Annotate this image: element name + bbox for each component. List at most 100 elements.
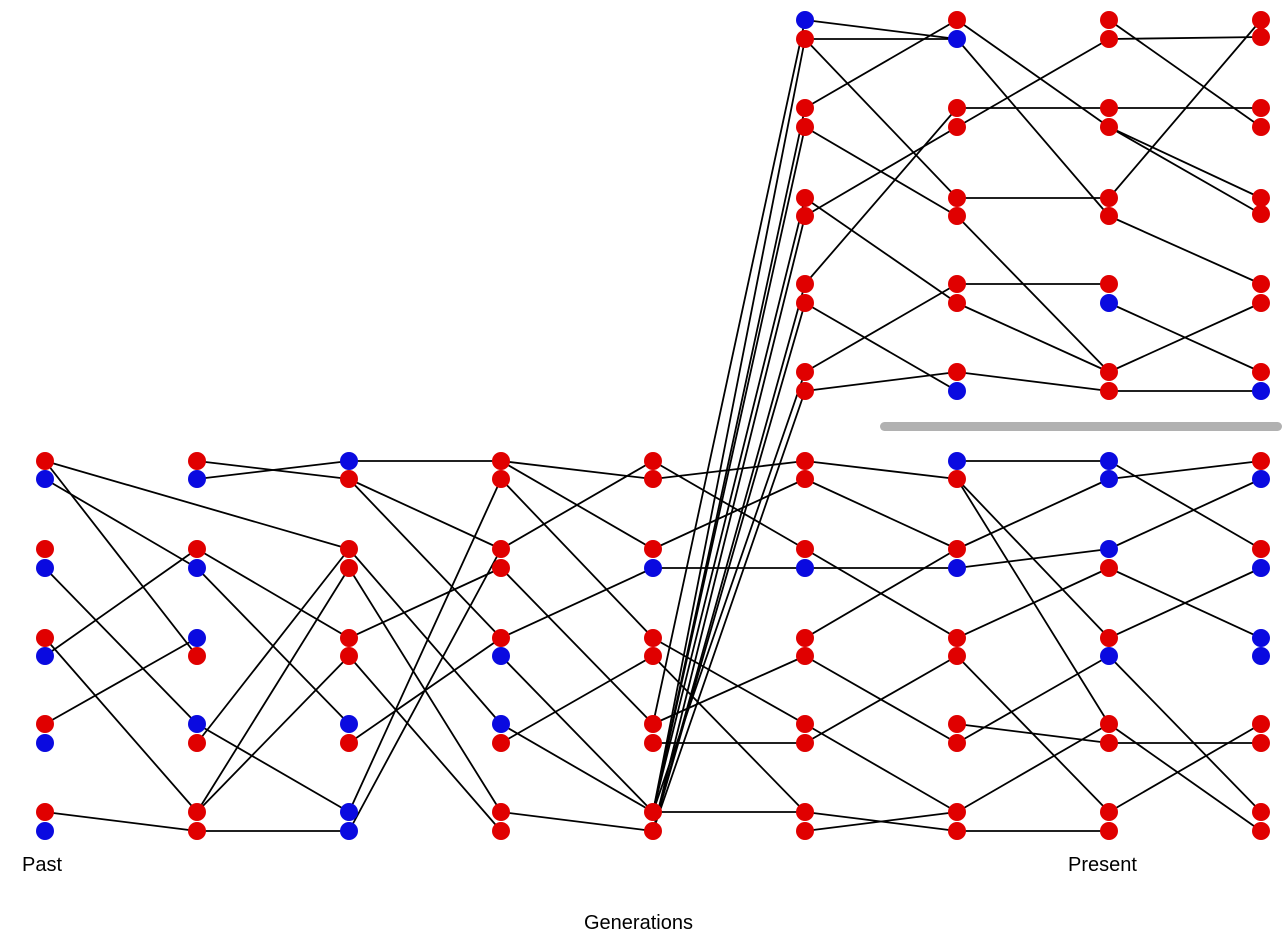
lineage-edge bbox=[196, 460, 350, 480]
lineage-edge bbox=[956, 655, 1110, 744]
individual-node-red bbox=[1252, 99, 1270, 117]
lineage-edge bbox=[652, 197, 806, 813]
individual-node-blue bbox=[188, 559, 206, 577]
individual-node-red bbox=[948, 647, 966, 665]
individual-node-red bbox=[340, 647, 358, 665]
lineage-edge bbox=[44, 567, 198, 725]
individual-node-red bbox=[492, 734, 510, 752]
lineage-edge bbox=[804, 478, 958, 550]
individual-node-red bbox=[1100, 822, 1118, 840]
individual-node-red bbox=[1100, 629, 1118, 647]
lineage-edge bbox=[348, 478, 502, 550]
lineage-edge bbox=[1108, 655, 1262, 813]
lineage-edge bbox=[196, 548, 350, 744]
individual-node-red bbox=[948, 99, 966, 117]
individual-node-blue bbox=[36, 647, 54, 665]
individual-node-red bbox=[1100, 275, 1118, 293]
individual-node-red bbox=[492, 629, 510, 647]
individual-node-red bbox=[948, 629, 966, 647]
lineage-edge bbox=[956, 723, 1110, 744]
individual-node-red bbox=[796, 629, 814, 647]
lineage-edge bbox=[1108, 478, 1262, 550]
individual-node-blue bbox=[1100, 647, 1118, 665]
lineage-edge bbox=[1108, 36, 1262, 40]
individual-node-blue bbox=[1100, 470, 1118, 488]
individual-node-red bbox=[948, 11, 966, 29]
individual-node-blue bbox=[948, 559, 966, 577]
individual-node-blue bbox=[796, 11, 814, 29]
individual-node-red bbox=[1100, 207, 1118, 225]
individual-node-red bbox=[188, 540, 206, 558]
individual-node-red bbox=[1100, 30, 1118, 48]
individual-node-red bbox=[796, 540, 814, 558]
individual-node-red bbox=[340, 734, 358, 752]
lineage-edge bbox=[804, 126, 958, 217]
individual-node-red bbox=[492, 452, 510, 470]
individual-node-red bbox=[644, 470, 662, 488]
individual-node-red bbox=[1100, 189, 1118, 207]
individual-node-red bbox=[796, 275, 814, 293]
individual-node-red bbox=[1252, 452, 1270, 470]
individual-node-red bbox=[796, 803, 814, 821]
individual-node-blue bbox=[188, 629, 206, 647]
individual-node-red bbox=[188, 647, 206, 665]
lineage-edge bbox=[1108, 460, 1262, 550]
lineage-edge bbox=[804, 655, 958, 744]
individual-node-red bbox=[796, 30, 814, 48]
lineage-edge bbox=[652, 390, 806, 832]
lineage-edge bbox=[804, 302, 958, 392]
lineage-edge bbox=[500, 811, 654, 832]
lineage-edge bbox=[44, 637, 198, 813]
individual-node-red bbox=[948, 470, 966, 488]
lineage-edge bbox=[956, 478, 1110, 725]
individual-node-red bbox=[1252, 822, 1270, 840]
individual-node-red bbox=[644, 629, 662, 647]
lineage-edge bbox=[804, 371, 958, 392]
individual-node-blue bbox=[644, 559, 662, 577]
lineage-edge bbox=[1108, 302, 1262, 373]
individual-node-red bbox=[796, 382, 814, 400]
individual-node-red bbox=[1100, 382, 1118, 400]
individual-node-red bbox=[492, 559, 510, 577]
individual-node-red bbox=[796, 452, 814, 470]
lineage-edge bbox=[804, 197, 958, 304]
lineage-edge bbox=[196, 723, 350, 813]
individual-node-red bbox=[948, 540, 966, 558]
lineage-edge bbox=[1108, 215, 1262, 285]
individual-node-blue bbox=[188, 470, 206, 488]
individual-node-red bbox=[1100, 715, 1118, 733]
lineage-edge bbox=[348, 478, 502, 639]
individual-node-red bbox=[188, 803, 206, 821]
individual-node-blue bbox=[340, 452, 358, 470]
individual-node-red bbox=[796, 470, 814, 488]
individual-node-red bbox=[340, 629, 358, 647]
lineage-edge bbox=[348, 548, 502, 725]
lineage-edge bbox=[956, 371, 1110, 392]
lineage-edge bbox=[652, 637, 806, 725]
lineage-edge bbox=[652, 19, 806, 725]
lineage-edge bbox=[500, 567, 654, 725]
individual-node-blue bbox=[492, 647, 510, 665]
individual-node-red bbox=[1100, 11, 1118, 29]
individual-node-blue bbox=[188, 715, 206, 733]
individual-node-blue bbox=[340, 803, 358, 821]
lineage-edge bbox=[956, 38, 1110, 217]
individual-node-red bbox=[36, 715, 54, 733]
lineage-edge bbox=[500, 460, 654, 550]
lineage-edge bbox=[804, 107, 958, 285]
lineage-edge bbox=[804, 548, 958, 639]
individual-node-red bbox=[188, 452, 206, 470]
individual-node-red bbox=[36, 629, 54, 647]
lineage-edge bbox=[956, 302, 1110, 373]
lineage-edge bbox=[652, 215, 806, 832]
individual-node-red bbox=[1100, 803, 1118, 821]
individual-node-blue bbox=[36, 470, 54, 488]
lineage-edge bbox=[44, 637, 198, 725]
individual-node-blue bbox=[492, 715, 510, 733]
lineage-edge bbox=[1108, 723, 1262, 813]
individual-node-red bbox=[644, 734, 662, 752]
individual-node-red bbox=[1252, 803, 1270, 821]
past-label: Past bbox=[22, 854, 63, 876]
